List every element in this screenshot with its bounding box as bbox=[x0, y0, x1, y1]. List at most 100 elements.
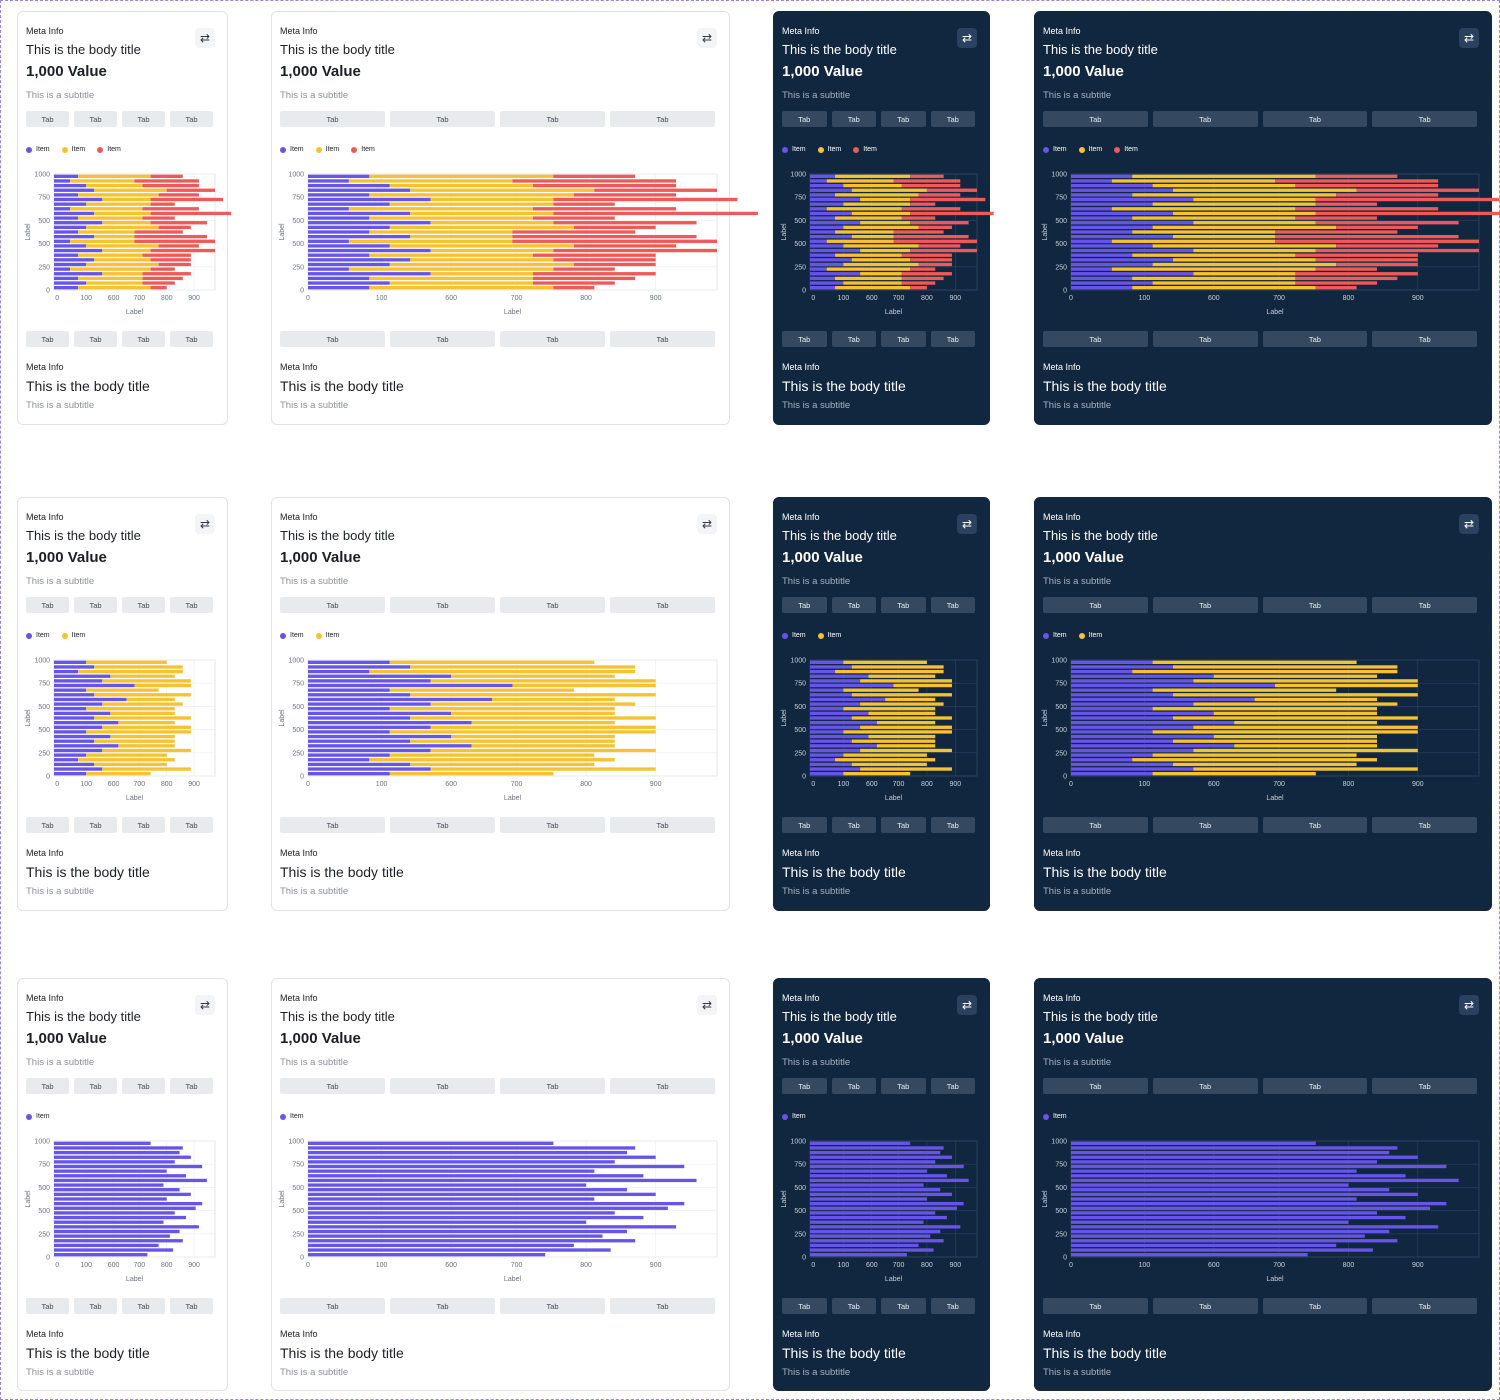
tab-bottom-3[interactable]: Tab bbox=[1262, 1298, 1368, 1314]
tab-top-2[interactable]: Tab bbox=[1152, 597, 1258, 613]
tab-top-3[interactable]: Tab bbox=[1262, 597, 1368, 613]
bar-segment-s2[interactable] bbox=[389, 244, 574, 248]
bar-segment-s1[interactable] bbox=[308, 1211, 615, 1215]
bar-segment-s3[interactable] bbox=[1275, 239, 1479, 243]
bar-segment-s1[interactable] bbox=[308, 1225, 677, 1229]
bar-segment-s1[interactable] bbox=[1071, 739, 1173, 743]
bar-segment-s1[interactable] bbox=[308, 679, 431, 683]
bar-segment-s1[interactable] bbox=[1071, 202, 1153, 206]
bar-segment-s1[interactable] bbox=[810, 193, 836, 197]
tab-top-4[interactable]: Tab bbox=[170, 111, 213, 127]
bar-segment-s1[interactable] bbox=[1071, 225, 1153, 230]
bar-segment-s1[interactable] bbox=[810, 762, 852, 767]
bar-segment-s1[interactable] bbox=[308, 1243, 574, 1248]
bar-segment-s3[interactable] bbox=[150, 258, 191, 262]
bar-segment-s2[interactable] bbox=[1152, 688, 1337, 692]
bar-segment-s1[interactable] bbox=[1071, 758, 1133, 762]
bar-segment-s1[interactable] bbox=[54, 281, 87, 285]
legend-item[interactable]: Item bbox=[97, 146, 121, 153]
bar-segment-s3[interactable] bbox=[901, 216, 936, 220]
bar-segment-s2[interactable] bbox=[94, 188, 167, 192]
bar-segment-s1[interactable] bbox=[308, 258, 411, 262]
bar-segment-s3[interactable] bbox=[512, 179, 677, 183]
tab-top-1[interactable]: Tab bbox=[782, 1078, 827, 1094]
bar-segment-s1[interactable] bbox=[810, 1197, 927, 1201]
bar-segment-s1[interactable] bbox=[1071, 744, 1235, 748]
bar-segment-s3[interactable] bbox=[532, 207, 677, 211]
bar-segment-s2[interactable] bbox=[1152, 262, 1337, 267]
bar-segment-s1[interactable] bbox=[1071, 753, 1153, 757]
bar-segment-s1[interactable] bbox=[54, 665, 95, 669]
tab-top-4[interactable]: Tab bbox=[1372, 597, 1477, 613]
bar-segment-s1[interactable] bbox=[1071, 660, 1153, 664]
bar-segment-s1[interactable] bbox=[54, 1141, 151, 1145]
bar-segment-s1[interactable] bbox=[54, 1243, 159, 1248]
bar-segment-s1[interactable] bbox=[308, 248, 431, 253]
bar-segment-s1[interactable] bbox=[1071, 748, 1194, 753]
bar-segment-s1[interactable] bbox=[1071, 1229, 1390, 1234]
bar-segment-s1[interactable] bbox=[1071, 669, 1133, 674]
bar-segment-s1[interactable] bbox=[308, 207, 349, 211]
bar-segment-s2[interactable] bbox=[826, 179, 894, 183]
bar-segment-s1[interactable] bbox=[308, 253, 370, 257]
bar-segment-s2[interactable] bbox=[1152, 244, 1337, 248]
bar-segment-s3[interactable] bbox=[553, 211, 758, 216]
bar-segment-s1[interactable] bbox=[810, 258, 852, 262]
bar-segment-s1[interactable] bbox=[54, 1160, 175, 1164]
tab-bottom-3[interactable]: Tab bbox=[122, 331, 165, 347]
legend-item[interactable]: Item bbox=[61, 632, 85, 639]
bar-segment-s3[interactable] bbox=[893, 179, 961, 183]
bar-segment-s1[interactable] bbox=[810, 748, 861, 753]
bar-segment-s2[interactable] bbox=[860, 248, 911, 253]
bar-segment-s2[interactable] bbox=[430, 221, 554, 225]
bar-segment-s1[interactable] bbox=[54, 1188, 180, 1192]
tab-bottom-1[interactable]: Tab bbox=[26, 1298, 69, 1314]
tab-top-4[interactable]: Tab bbox=[610, 111, 715, 127]
bar-segment-s3[interactable] bbox=[553, 248, 717, 253]
bar-segment-s2[interactable] bbox=[86, 688, 159, 692]
bar-segment-s2[interactable] bbox=[860, 748, 952, 753]
tab-bottom-3[interactable]: Tab bbox=[881, 817, 926, 833]
tab-bottom-2[interactable]: Tab bbox=[831, 1298, 876, 1314]
bar-segment-s1[interactable] bbox=[1071, 1220, 1349, 1224]
bar-segment-s1[interactable] bbox=[308, 1206, 668, 1210]
bar-segment-s3[interactable] bbox=[512, 239, 718, 243]
tab-bottom-3[interactable]: Tab bbox=[881, 1298, 926, 1314]
bar-segment-s1[interactable] bbox=[1071, 1141, 1316, 1145]
bar-segment-s1[interactable] bbox=[308, 1150, 628, 1155]
bar-segment-s1[interactable] bbox=[810, 730, 844, 734]
bar-segment-s1[interactable] bbox=[308, 1178, 697, 1183]
bar-segment-s2[interactable] bbox=[1193, 272, 1296, 276]
bar-segment-s1[interactable] bbox=[810, 244, 844, 248]
bar-segment-s1[interactable] bbox=[1071, 1239, 1398, 1243]
legend-item[interactable]: Item bbox=[280, 632, 304, 639]
bar-segment-s2[interactable] bbox=[471, 744, 615, 748]
bar-segment-s1[interactable] bbox=[54, 267, 71, 271]
bar-segment-s2[interactable] bbox=[430, 725, 656, 729]
bar-segment-s2[interactable] bbox=[1173, 762, 1357, 767]
bar-segment-s1[interactable] bbox=[1071, 1174, 1406, 1178]
refresh-button[interactable]: ⇄ bbox=[195, 995, 215, 1015]
bar-segment-s1[interactable] bbox=[54, 660, 87, 664]
legend-item[interactable]: Item bbox=[1043, 146, 1067, 153]
bar-segment-s1[interactable] bbox=[1071, 1253, 1308, 1257]
bar-segment-s1[interactable] bbox=[1071, 679, 1194, 683]
bar-segment-s1[interactable] bbox=[54, 174, 79, 178]
bar-segment-s3[interactable] bbox=[901, 253, 952, 257]
bar-segment-s1[interactable] bbox=[308, 244, 390, 248]
bar-segment-s1[interactable] bbox=[308, 197, 431, 202]
bar-segment-s1[interactable] bbox=[1071, 179, 1112, 183]
bar-segment-s1[interactable] bbox=[1071, 211, 1173, 216]
bar-segment-s1[interactable] bbox=[54, 1239, 183, 1243]
bar-segment-s3[interactable] bbox=[150, 221, 207, 225]
bar-segment-s2[interactable] bbox=[78, 174, 151, 178]
bar-segment-s3[interactable] bbox=[1295, 272, 1418, 276]
bar-segment-s1[interactable] bbox=[1071, 230, 1133, 234]
legend-item[interactable]: Item bbox=[1078, 146, 1102, 153]
bar-segment-s1[interactable] bbox=[810, 1155, 952, 1159]
bar-segment-s3[interactable] bbox=[893, 234, 969, 239]
bar-segment-s1[interactable] bbox=[1071, 1183, 1349, 1187]
tab-top-4[interactable]: Tab bbox=[1372, 111, 1477, 127]
bar-segment-s1[interactable] bbox=[1071, 693, 1173, 697]
bar-segment-s1[interactable] bbox=[54, 762, 95, 767]
